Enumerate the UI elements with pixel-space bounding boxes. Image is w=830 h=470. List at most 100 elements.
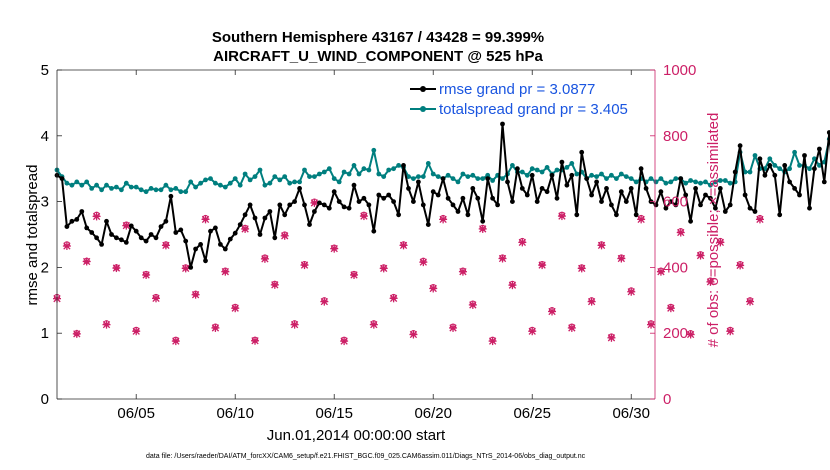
- totalspread-point: [396, 163, 401, 168]
- y-axis-label-right: # of obs: o=possible; ×=assimilated: [705, 113, 722, 348]
- rmse-point: [762, 172, 768, 178]
- totalspread-point: [529, 166, 535, 172]
- obs-assimilated-point: [627, 287, 636, 296]
- rmse-point: [623, 199, 629, 205]
- obs-assimilated-point: [241, 224, 250, 233]
- totalspread-point: [470, 172, 476, 178]
- obs-assimilated-point: [478, 224, 487, 233]
- obs-assimilated-point: [468, 300, 477, 309]
- rmse-point: [767, 163, 773, 168]
- rmse-point: [490, 195, 495, 201]
- totalspread-point: [123, 180, 129, 186]
- obs-assimilated-point: [251, 336, 260, 345]
- y-right-tick-label: 600: [663, 194, 688, 211]
- rmse-point: [539, 186, 545, 191]
- totalspread-point: [331, 176, 337, 182]
- totalspread-point: [628, 176, 634, 182]
- plot-area: [57, 70, 655, 399]
- rmse-point: [213, 225, 218, 231]
- rmse-point: [391, 199, 396, 205]
- obs-assimilated-point: [211, 323, 220, 332]
- rmse-point: [599, 199, 604, 205]
- rmse-point: [109, 232, 114, 237]
- rmse-point: [722, 209, 728, 214]
- totalspread-point: [406, 174, 411, 180]
- y-left-tick-label: 3: [41, 194, 49, 211]
- obs-assimilated-point: [260, 254, 269, 263]
- y-left-tick-label: 2: [41, 259, 49, 276]
- totalspread-point: [435, 174, 441, 180]
- rmse-point: [594, 179, 599, 185]
- rmse-point: [69, 218, 75, 224]
- rmse-point: [277, 202, 283, 208]
- totalspread-point: [321, 169, 327, 175]
- rmse-point: [787, 179, 792, 185]
- rmse-point: [356, 199, 362, 205]
- obs-assimilated-point: [488, 337, 497, 346]
- obs-assimilated-point: [82, 257, 91, 266]
- rmse-point: [584, 176, 590, 182]
- rmse-point: [658, 189, 664, 195]
- rmse-point: [401, 163, 406, 168]
- rmse-point: [59, 176, 65, 182]
- obs-assimilated-point: [320, 297, 329, 306]
- rmse-point: [534, 199, 540, 205]
- obs-assimilated-point: [676, 228, 685, 237]
- rmse-point: [683, 192, 689, 198]
- totalspread-point: [183, 189, 189, 195]
- totalspread-point: [208, 176, 213, 182]
- totalspread-point: [128, 184, 134, 190]
- totalspread-point: [133, 184, 139, 190]
- obs-assimilated-point: [637, 215, 646, 224]
- totalspread-point: [777, 166, 783, 172]
- rmse-point: [445, 195, 451, 201]
- totalspread-point: [623, 174, 629, 180]
- legend[interactable]: rmse grand pr = 3.0877 totalspread grand…: [410, 81, 628, 118]
- totalspread-point: [713, 179, 718, 185]
- obs-assimilated-point: [686, 330, 695, 339]
- totalspread-point: [663, 180, 669, 186]
- rmse-point: [515, 166, 520, 172]
- rmse-point: [732, 169, 738, 175]
- totalspread-point: [213, 180, 218, 186]
- rmse-point: [807, 205, 812, 211]
- rmse-point: [737, 143, 743, 149]
- rmse-point: [559, 159, 565, 165]
- rmse-point: [168, 193, 174, 199]
- totalspread-point: [693, 179, 698, 185]
- totalspread-point: [203, 177, 208, 183]
- totalspread-point: [534, 167, 540, 173]
- obs-assimilated-point: [508, 281, 517, 290]
- rmse-point: [158, 224, 164, 230]
- totalspread-point: [510, 163, 515, 168]
- totalspread-point: [683, 180, 689, 186]
- totalspread-point: [252, 174, 258, 180]
- rmse-point: [628, 186, 634, 191]
- rmse-point: [406, 186, 411, 191]
- obs-assimilated-point: [518, 238, 527, 247]
- totalspread-point: [411, 176, 416, 182]
- totalspread-point: [425, 161, 431, 166]
- rmse-point: [178, 227, 184, 233]
- rmse-point: [465, 212, 471, 218]
- totalspread-point: [698, 180, 703, 186]
- y-right-tick-label: 0: [663, 391, 671, 408]
- obs-assimilated-point: [161, 241, 170, 250]
- totalspread-point: [792, 149, 797, 155]
- totalspread-point: [356, 171, 362, 177]
- totalspread-point: [480, 176, 486, 182]
- obs-assimilated-point: [577, 264, 586, 273]
- totalspread-point: [193, 184, 199, 190]
- rmse-point: [326, 205, 332, 211]
- plot-background: [57, 70, 655, 399]
- totalspread-point: [653, 179, 659, 185]
- rmse-point: [396, 212, 401, 218]
- totalspread-point: [430, 171, 436, 177]
- rmse-point: [252, 215, 258, 221]
- totalspread-point: [569, 161, 575, 166]
- x-tick-label: 06/15: [315, 405, 353, 422]
- chart-title-line2: AIRCRAFT_U_WIND_COMPONENT @ 525 hPa: [213, 48, 543, 65]
- rmse-point: [287, 202, 293, 208]
- rmse-point: [604, 186, 609, 191]
- totalspread-point: [346, 171, 352, 177]
